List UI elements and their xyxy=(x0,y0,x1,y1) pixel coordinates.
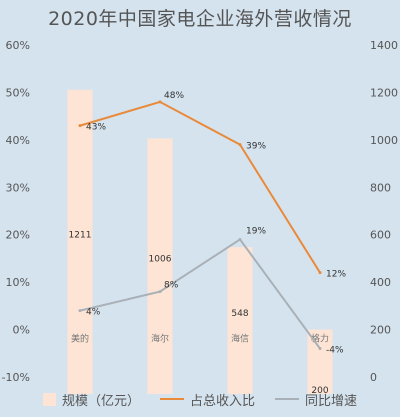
y-left-tick-label: 50% xyxy=(6,86,30,99)
growth-line-value-label: 4% xyxy=(86,308,101,318)
bar xyxy=(67,89,93,394)
legend-item-share: 占总收入比 xyxy=(159,390,255,409)
share-line-point xyxy=(318,271,322,275)
legend-swatch-share xyxy=(159,398,184,400)
y-left-tick-label: 40% xyxy=(6,134,30,147)
chart-title: 2020年中国家电企业海外营收情况 xyxy=(48,8,352,30)
y-left-tick-label: 10% xyxy=(6,276,30,289)
chart-legend: 规模（亿元） 占总收入比 同比增速 xyxy=(0,387,400,411)
x-tick-label: 海信 xyxy=(231,333,249,345)
legend-item-growth: 同比增速 xyxy=(275,390,357,409)
y-right-tick-label: 600 xyxy=(370,229,391,242)
y-left-tick-label: -10% xyxy=(2,371,30,384)
bar xyxy=(147,138,173,394)
share-line-point xyxy=(238,143,242,147)
growth-line-point xyxy=(238,237,242,241)
x-tick-label: 美的 xyxy=(71,333,89,345)
growth-line-point xyxy=(158,290,162,294)
y-left-tick-label: 20% xyxy=(6,229,30,242)
share-line-point xyxy=(158,100,162,104)
growth-line xyxy=(79,238,321,350)
y-right-tick-label: 400 xyxy=(370,276,391,289)
legend-swatch-bar xyxy=(42,392,56,406)
bar-value-label: 548 xyxy=(231,309,248,319)
share-line-value-label: 43% xyxy=(86,123,106,133)
share-line-value-label: 48% xyxy=(164,91,184,101)
x-tick-label: 海尔 xyxy=(151,333,169,345)
growth-line-value-label: 19% xyxy=(246,226,266,236)
legend-label-growth: 同比增速 xyxy=(305,393,358,409)
legend-label-share: 占总收入比 xyxy=(189,393,255,409)
y-right-tick-label: 0 xyxy=(370,371,377,384)
y-right-tick-label: 800 xyxy=(370,181,391,194)
share-line-point xyxy=(78,124,82,128)
bar xyxy=(227,247,253,394)
bar-value-label: 200 xyxy=(311,386,328,396)
y-left-tick-label: 60% xyxy=(6,39,30,52)
bar xyxy=(307,329,333,394)
y-left-tick-label: 30% xyxy=(6,181,30,194)
y-right-tick-label: 1000 xyxy=(370,134,398,147)
share-line-value-label: 39% xyxy=(246,142,266,152)
bar-value-label: 1006 xyxy=(149,255,172,265)
y-right-tick-label: 1200 xyxy=(370,86,398,99)
share-line xyxy=(79,100,321,274)
legend-swatch-growth xyxy=(275,398,299,400)
growth-line-value-label: -4% xyxy=(326,346,344,356)
y-left-tick-label: 0% xyxy=(13,324,30,337)
legend-item-bar: 规模（亿元） xyxy=(42,390,140,409)
y-right-tick-label: 1400 xyxy=(370,39,398,52)
bar-value-label: 1211 xyxy=(69,230,92,240)
growth-line-value-label: 8% xyxy=(164,281,179,291)
legend-label-bar: 规模（亿元） xyxy=(61,393,140,409)
growth-line-point xyxy=(318,347,322,351)
share-line-value-label: 12% xyxy=(326,270,346,280)
growth-line-point xyxy=(78,309,82,313)
y-right-tick-label: 200 xyxy=(370,324,391,337)
